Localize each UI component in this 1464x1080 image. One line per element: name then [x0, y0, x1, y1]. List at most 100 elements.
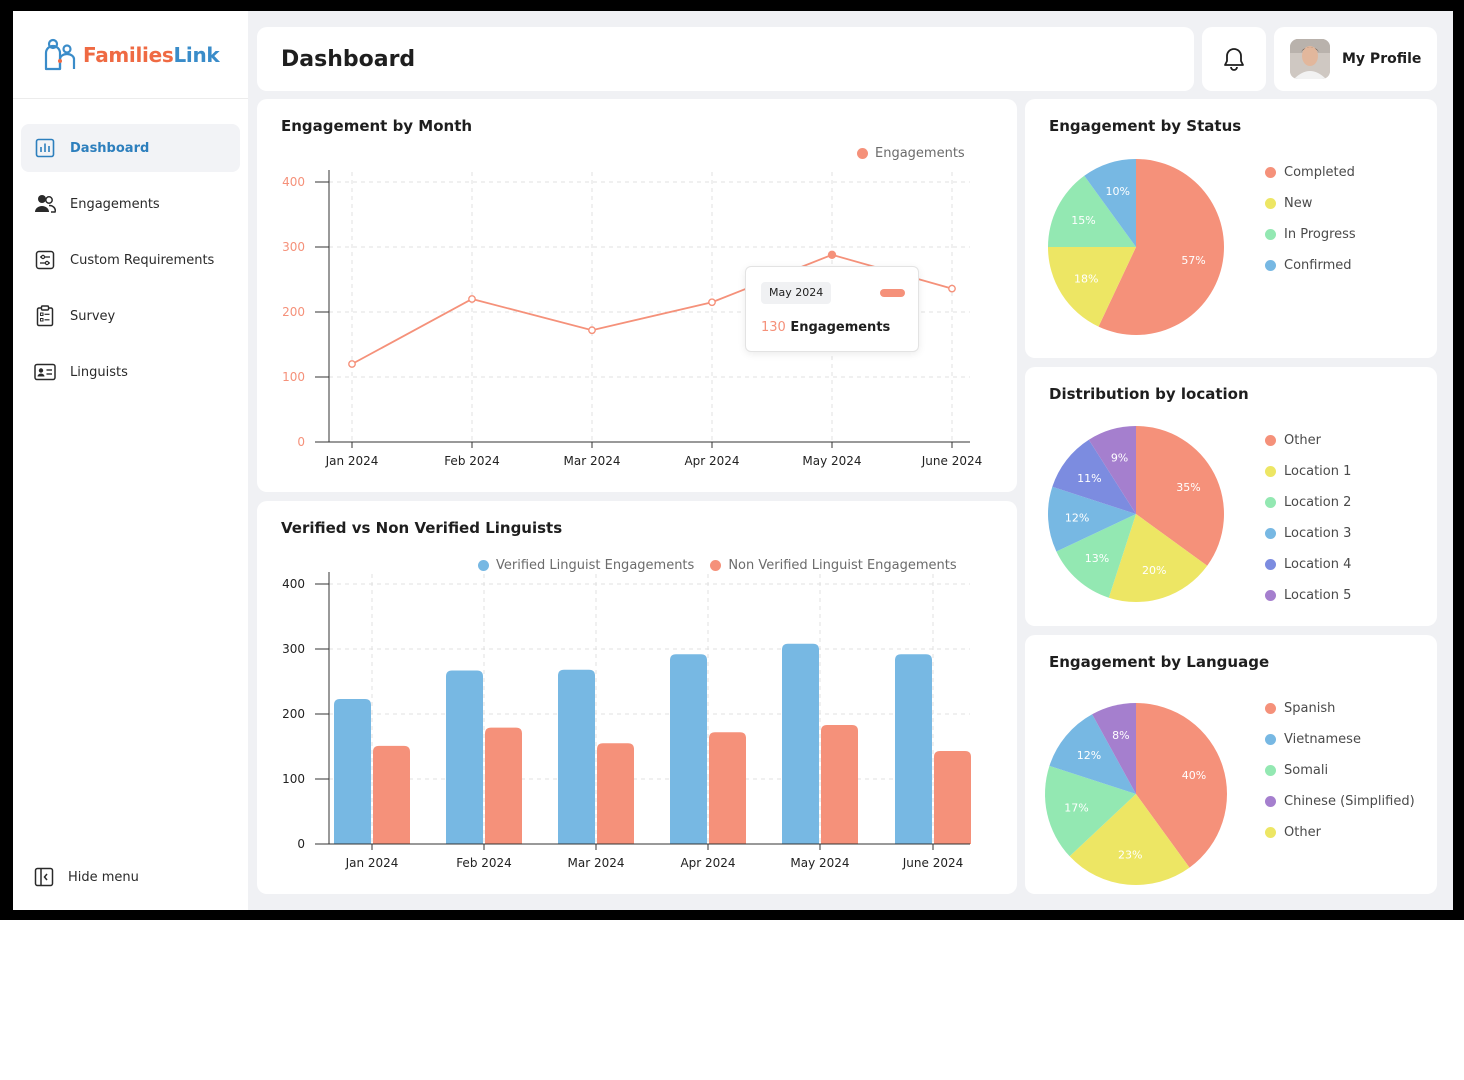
x-tick-label: June 2024 [921, 454, 983, 468]
legend-label: Location 1 [1284, 464, 1352, 479]
legend-item: Vietnamese [1265, 724, 1415, 755]
logo-text-part1: Families [83, 42, 174, 67]
tooltip-swatch [880, 289, 905, 297]
slice-label: 40% [1182, 769, 1206, 782]
legend-item: Location 1 [1265, 456, 1351, 487]
legend-item: Spanish [1265, 693, 1415, 724]
legend-label: Other [1284, 825, 1321, 840]
legend-item: Chinese (Simplified) [1265, 786, 1415, 817]
sidebar-collapse-icon [34, 867, 54, 887]
sidebar-item-engagements[interactable]: Engagements [21, 180, 240, 228]
bell-icon [1224, 48, 1244, 71]
slice-label: 12% [1077, 749, 1101, 762]
chart-title: Engagement by Month [281, 117, 473, 135]
bar [558, 669, 595, 844]
hide-menu-label: Hide menu [68, 869, 139, 885]
legend-dot [710, 560, 722, 571]
pie-slice [1108, 514, 1208, 602]
engagement-by-language-card: Engagement by Language 40% 23% 17% 12% 8% Sp… [1025, 635, 1437, 894]
legend-dot [478, 560, 489, 571]
y-tick-label: 400 [282, 577, 305, 591]
page-title: Dashboard [281, 46, 416, 72]
x-tick-label: May 2024 [790, 856, 849, 870]
slice-label: 9% [1111, 451, 1128, 464]
sidebar-item-label: Dashboard [70, 140, 150, 156]
pie-slice [1052, 439, 1136, 514]
sidebar-item-custom-requirements[interactable]: Custom Requirements [21, 236, 240, 284]
language-pie-chart: 40% 23% 17% 12% 8% [1045, 703, 1227, 885]
legend-dot [1265, 559, 1276, 570]
window-frame: FamiliesLink Dashboard Engagements Custo… [0, 0, 1464, 920]
bar [334, 699, 371, 844]
legend-label: Location 3 [1284, 526, 1352, 541]
sidebar-item-linguists[interactable]: Linguists [21, 348, 240, 396]
slice-label: 12% [1065, 512, 1089, 525]
x-tick-label: June 2024 [902, 856, 964, 870]
legend-dot [1265, 590, 1276, 601]
profile-label: My Profile [1342, 51, 1422, 67]
legend-item: Location 4 [1265, 549, 1351, 580]
y-tick-label: 400 [282, 175, 305, 189]
x-tick-label: May 2024 [802, 454, 861, 468]
verified-linguists-card: Verified vs Non Verified Linguists Verif… [257, 501, 1017, 894]
x-tick-label: Mar 2024 [568, 856, 625, 870]
x-tick-label: Feb 2024 [456, 856, 512, 870]
legend-label: Non Verified Linguist Engagements [728, 558, 957, 573]
sidebar-item-label: Engagements [70, 196, 160, 212]
y-tick-label: 300 [282, 642, 305, 656]
id-card-icon [34, 361, 56, 383]
y-tick-label: 300 [282, 240, 305, 254]
pie-slice [1098, 159, 1224, 335]
pie-slice [1084, 159, 1136, 247]
sidebar-item-dashboard[interactable]: Dashboard [21, 124, 240, 172]
app-root: FamiliesLink Dashboard Engagements Custo… [13, 11, 1453, 910]
legend-label: Somali [1284, 763, 1329, 778]
legend-item: Location 5 [1265, 580, 1351, 611]
line-chart: 400 300 200 100 0 Jan 2024 Feb 2024 Mar 2024 Apr… [282, 170, 983, 468]
legend-label: Verified Linguist Engagements [496, 558, 695, 573]
hide-menu-button[interactable]: Hide menu [34, 867, 139, 887]
sidebar-item-label: Custom Requirements [70, 252, 215, 268]
legend-label: New [1284, 196, 1313, 211]
sidebar-item-survey[interactable]: Survey [21, 292, 240, 340]
legend-item: Location 2 [1265, 487, 1351, 518]
pie-slice [1069, 794, 1190, 885]
legend-item: Completed [1265, 157, 1356, 188]
legend-dot [1265, 827, 1276, 838]
legend-label: Location 4 [1284, 557, 1352, 572]
users-icon [34, 193, 56, 215]
legend-dot [1265, 167, 1276, 178]
app-logo[interactable]: FamiliesLink [13, 11, 248, 99]
bar-chart: 400 300 200 100 0 Jan 2024 Feb 2024 Mar 2024 Apr… [282, 572, 971, 870]
bar [446, 670, 483, 844]
location-pie-chart: 35% 20% 13% 12% 11% 9% [1048, 426, 1224, 602]
x-tick-label: Jan 2024 [345, 856, 399, 870]
slice-label: 23% [1118, 849, 1142, 862]
y-tick-label: 200 [282, 305, 305, 319]
pie-slice [1092, 703, 1136, 794]
legend-dot [1265, 497, 1276, 508]
language-legend: Spanish Vietnamese Somali Chinese (Simplifi… [1265, 693, 1415, 848]
x-tick-label: Jan 2024 [325, 454, 379, 468]
legend-dot [1265, 528, 1276, 539]
data-point [348, 360, 356, 368]
profile-button[interactable]: My Profile [1274, 27, 1437, 91]
legend-item: Confirmed [1265, 250, 1356, 281]
pie-slice [1056, 514, 1136, 598]
slice-label: 18% [1074, 273, 1098, 286]
pie-slice [1045, 765, 1136, 857]
legend-item: Somali [1265, 755, 1415, 786]
bar [485, 727, 522, 844]
pie-slice [1048, 486, 1136, 552]
legend-dot [1265, 260, 1276, 271]
data-point [588, 326, 596, 335]
sidebar-nav: Dashboard Engagements Custom Requirement… [21, 124, 240, 404]
top-header: Dashboard [257, 27, 1194, 91]
data-point [468, 295, 476, 303]
status-legend: Completed New In Progress Confirmed [1265, 157, 1356, 281]
notifications-button[interactable] [1202, 27, 1266, 91]
pie-slice [1049, 714, 1136, 794]
bar [821, 725, 858, 844]
bar [782, 643, 819, 844]
legend-label: In Progress [1284, 227, 1356, 242]
